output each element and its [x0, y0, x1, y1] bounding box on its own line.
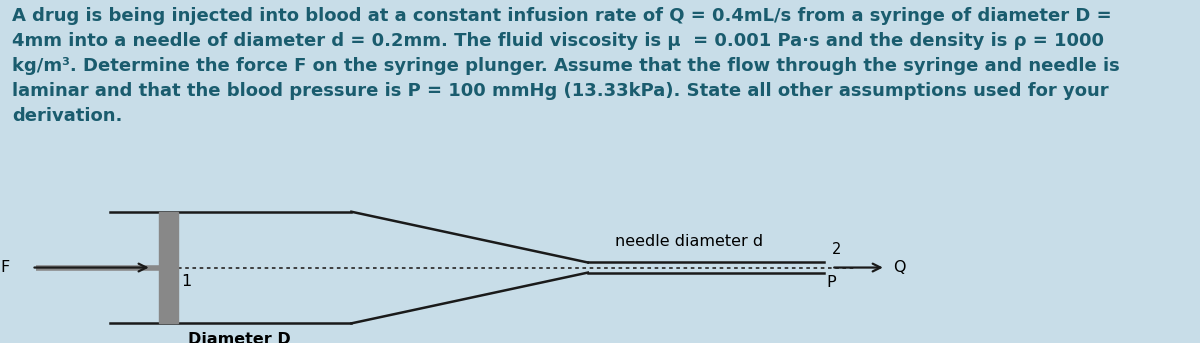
Text: A drug is being injected into blood at a constant infusion rate of Q = 0.4mL/s f: A drug is being injected into blood at a…: [12, 7, 1120, 125]
Text: 2: 2: [832, 243, 841, 258]
Text: P: P: [826, 275, 835, 291]
Text: 1: 1: [181, 274, 192, 289]
Bar: [158, 212, 178, 323]
Text: F: F: [0, 260, 10, 275]
Text: Q: Q: [893, 260, 905, 275]
Text: needle diameter d: needle diameter d: [614, 234, 763, 249]
Text: Diameter D: Diameter D: [188, 332, 292, 343]
